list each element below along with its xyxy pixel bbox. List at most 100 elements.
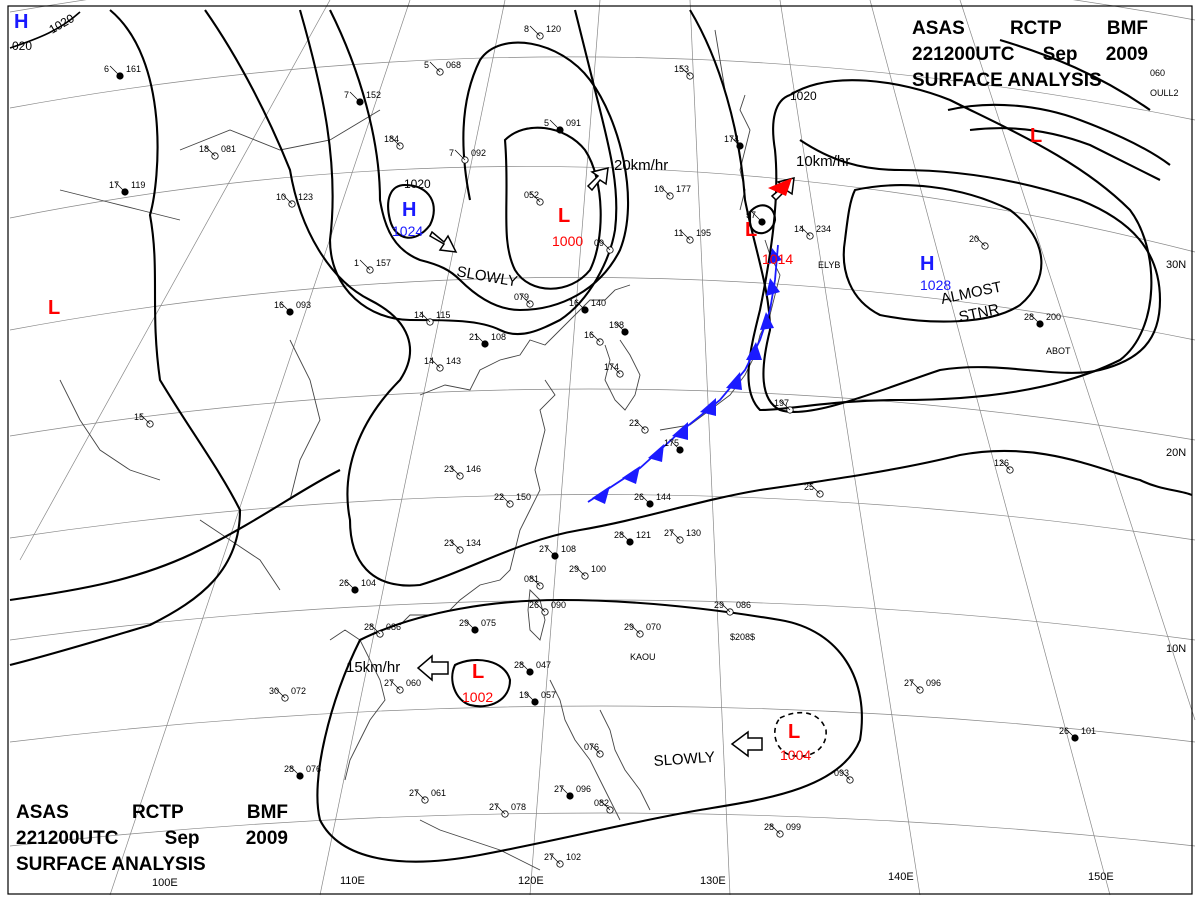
wind-barb (589, 743, 601, 755)
coastline-philippines (549, 679, 621, 821)
station-plot: 174 (604, 362, 624, 378)
station-plot: 175 (664, 438, 684, 454)
station-temperature: 16 (584, 330, 594, 340)
station-plot: 22 (629, 418, 649, 434)
station-temperature: 22 (629, 418, 639, 428)
station-plot: 11 195 (674, 228, 711, 244)
station-temperature: 18 (199, 144, 209, 154)
station-plot: 198 (609, 320, 629, 336)
title-year: 2009 (1105, 44, 1148, 65)
station-plot: 25 (804, 482, 824, 498)
coastline-borneo (419, 819, 541, 871)
wind-barb (429, 61, 441, 73)
station-temperature: 076 (584, 742, 599, 752)
wind-barb (909, 679, 921, 691)
front-triangle (672, 422, 688, 440)
longitude-line (779, 0, 921, 896)
l-north-value: 1000 (552, 233, 583, 249)
wind-barb (839, 769, 851, 781)
station-plot: 052 (524, 190, 544, 206)
front-triangle (592, 486, 610, 504)
station-plot: 17 119 (109, 180, 145, 196)
station-plot: 7 152 (344, 90, 381, 106)
station-pressure: 108 (491, 332, 506, 342)
station-temperature: 174 (724, 134, 739, 144)
isobar (748, 204, 777, 235)
station-temperature: 26 (634, 492, 644, 502)
station-temperature: 28 (764, 822, 774, 832)
station-plot: 23 134 (444, 538, 481, 554)
wind-barb (574, 565, 586, 577)
wind-barb (529, 25, 541, 37)
station-plot: 7 092 (449, 148, 486, 164)
front-triangle (648, 444, 664, 462)
station-plot: 28 047 (514, 660, 551, 676)
longitude-line (869, 0, 1111, 896)
station-plot: 093 (834, 768, 854, 784)
wind-barb (204, 145, 216, 157)
wind-barb (779, 399, 791, 411)
latitude-line (9, 812, 1196, 847)
station-plot: 29 075 (459, 618, 496, 634)
station-plot: 30 072 (269, 686, 306, 702)
title-agency: ASAS (912, 18, 965, 39)
station-temperature: 175 (664, 438, 679, 448)
station-plot: 197 (774, 398, 794, 414)
station-temperature: 15 (134, 412, 144, 422)
red-arrow-icon (768, 178, 792, 196)
l-japan-value: 1014 (762, 251, 793, 267)
station-pressure: 119 (131, 180, 145, 190)
coastline-china (419, 284, 631, 396)
station-plot: 153 (674, 64, 694, 80)
station-id: OULL2 (1150, 88, 1179, 98)
station-temperature: 6 (104, 64, 109, 74)
wind-barb (534, 601, 546, 613)
station-pressure: 086 (736, 600, 751, 610)
lat-label-30n: 30N (1166, 259, 1186, 271)
station-temperature: 14 (414, 310, 424, 320)
station-pressure: 144 (656, 492, 671, 502)
station-plot: 10 177 (654, 184, 691, 200)
coastline-philippines-2 (599, 709, 651, 811)
isobar (947, 103, 1171, 166)
title-product: BMF (246, 802, 288, 823)
wind-barb (369, 623, 381, 635)
station-pressure: 061 (431, 788, 446, 798)
station-temperature: 079 (514, 292, 529, 302)
lon-label-140e: 140E (888, 871, 914, 883)
arrow-icon (586, 167, 609, 192)
latitude-line (9, 56, 1196, 121)
station-pressure: 075 (481, 618, 496, 628)
station-plot: 18 081 (199, 144, 236, 160)
wind-barb (729, 135, 741, 147)
station-plot: 27 096 (554, 784, 591, 800)
wind-barb (519, 661, 531, 673)
wind-barb (669, 439, 681, 451)
station-plot: 10 123 (276, 192, 313, 208)
station-temperature: 26 (1059, 726, 1069, 736)
l-japan-symbol: L (745, 219, 757, 241)
station-temperature: 28 (514, 660, 524, 670)
station-pressure: 177 (676, 184, 691, 194)
wind-barb (529, 575, 541, 587)
arrow-icon (429, 230, 458, 253)
station-plot: 082 (594, 798, 614, 814)
station-pressure: 161 (126, 64, 141, 74)
wind-barb (549, 853, 561, 865)
wind-barb (574, 299, 586, 311)
front-triangle (760, 312, 774, 330)
station-plot: 174 (724, 134, 744, 150)
station-pressure: 102 (566, 852, 581, 862)
wind-barb (279, 301, 291, 313)
front-triangle (622, 466, 640, 484)
motion-label-15kmhr: 15km/hr (346, 659, 400, 676)
coastline-indochina (329, 629, 386, 781)
station-plot: 1 157 (354, 258, 391, 274)
wind-barb (629, 623, 641, 635)
wind-barb (634, 419, 646, 431)
station-temperature: 26 (529, 600, 539, 610)
wind-barb (639, 493, 651, 505)
wind-barb (751, 211, 763, 223)
wind-barb (464, 619, 476, 631)
